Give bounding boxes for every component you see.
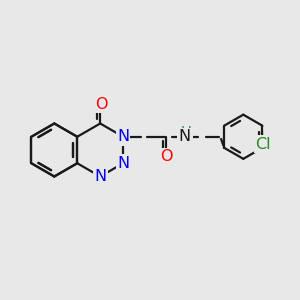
Text: O: O xyxy=(160,149,173,164)
Text: H: H xyxy=(181,126,192,141)
Text: N: N xyxy=(94,169,106,184)
Text: Cl: Cl xyxy=(256,137,271,152)
Text: O: O xyxy=(95,97,107,112)
Text: N: N xyxy=(117,156,129,171)
Text: N: N xyxy=(178,129,190,144)
Text: N: N xyxy=(117,129,129,144)
